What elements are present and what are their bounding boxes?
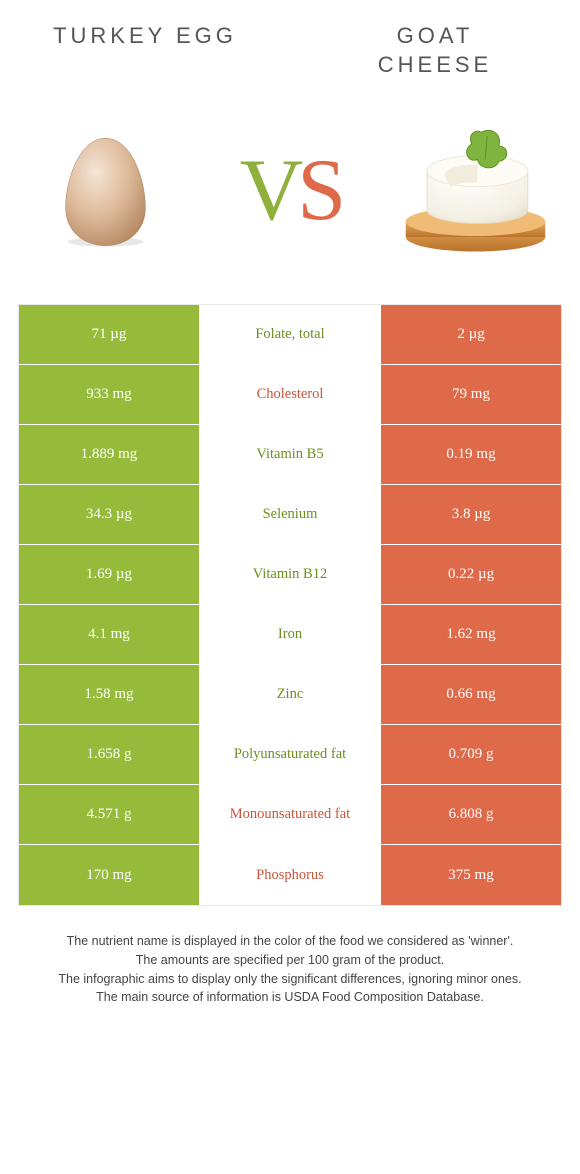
footer-line-2: The amounts are specified per 100 gram o… [24, 951, 556, 970]
value-left: 1.658 g [19, 725, 199, 784]
table-row: 4.571 gMonounsaturated fat6.808 g [19, 785, 561, 845]
footer-line-3: The infographic aims to display only the… [24, 970, 556, 989]
vs-label: VS [200, 140, 380, 241]
value-left: 4.1 mg [19, 605, 199, 664]
nutrient-label: Phosphorus [199, 845, 381, 905]
nutrient-label: Iron [199, 605, 381, 664]
value-right: 79 mg [381, 365, 561, 424]
hero-row: VS [0, 90, 580, 290]
value-left: 1.889 mg [19, 425, 199, 484]
value-left: 34.3 µg [19, 485, 199, 544]
nutrient-label: Vitamin B5 [199, 425, 381, 484]
value-left: 4.571 g [19, 785, 199, 844]
value-right: 0.22 µg [381, 545, 561, 604]
nutrient-label: Selenium [199, 485, 381, 544]
value-right: 1.62 mg [381, 605, 561, 664]
table-row: 34.3 µgSelenium3.8 µg [19, 485, 561, 545]
header: TURKEY EGG GOAT CHEESE [0, 0, 580, 90]
turkey-egg-icon [20, 105, 190, 275]
vs-s: S [297, 142, 340, 239]
footer-line-4: The main source of information is USDA F… [24, 988, 556, 1007]
value-right: 3.8 µg [381, 485, 561, 544]
nutrient-label: Cholesterol [199, 365, 381, 424]
value-left: 1.58 mg [19, 665, 199, 724]
table-row: 1.658 gPolyunsaturated fat0.709 g [19, 725, 561, 785]
footer-notes: The nutrient name is displayed in the co… [24, 932, 556, 1007]
value-right: 6.808 g [381, 785, 561, 844]
table-row: 1.69 µgVitamin B120.22 µg [19, 545, 561, 605]
value-right: 0.66 mg [381, 665, 561, 724]
value-left: 1.69 µg [19, 545, 199, 604]
title-left: TURKEY EGG [0, 22, 290, 51]
nutrient-label: Monounsaturated fat [199, 785, 381, 844]
value-left: 933 mg [19, 365, 199, 424]
nutrient-label: Vitamin B12 [199, 545, 381, 604]
title-right: GOAT CHEESE [290, 22, 580, 79]
table-row: 71 µgFolate, total2 µg [19, 305, 561, 365]
goat-cheese-icon [390, 105, 560, 275]
table-row: 1.58 mgZinc0.66 mg [19, 665, 561, 725]
nutrient-label: Polyunsaturated fat [199, 725, 381, 784]
comparison-table: 71 µgFolate, total2 µg933 mgCholesterol7… [18, 304, 562, 906]
value-right: 375 mg [381, 845, 561, 905]
footer-line-1: The nutrient name is displayed in the co… [24, 932, 556, 951]
table-row: 4.1 mgIron1.62 mg [19, 605, 561, 665]
table-row: 933 mgCholesterol79 mg [19, 365, 561, 425]
nutrient-label: Folate, total [199, 305, 381, 364]
nutrient-label: Zinc [199, 665, 381, 724]
title-right-line1: GOAT [397, 23, 474, 48]
table-row: 170 mgPhosphorus375 mg [19, 845, 561, 905]
value-left: 71 µg [19, 305, 199, 364]
value-right: 0.709 g [381, 725, 561, 784]
value-right: 2 µg [381, 305, 561, 364]
vs-v: V [240, 142, 298, 239]
value-right: 0.19 mg [381, 425, 561, 484]
title-right-line2: CHEESE [378, 52, 492, 77]
value-left: 170 mg [19, 845, 199, 905]
table-row: 1.889 mgVitamin B50.19 mg [19, 425, 561, 485]
